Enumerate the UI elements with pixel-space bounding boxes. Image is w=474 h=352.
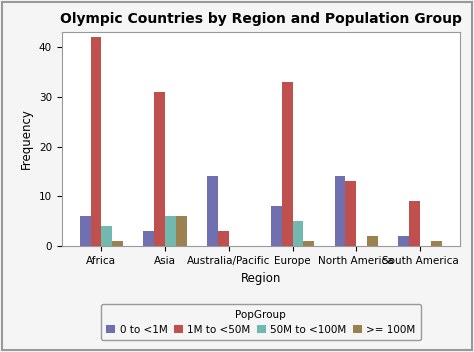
- Title: Olympic Countries by Region and Population Group: Olympic Countries by Region and Populati…: [60, 12, 462, 26]
- Bar: [176, 216, 187, 246]
- X-axis label: Region: Region: [240, 272, 281, 285]
- Bar: [303, 241, 314, 246]
- Bar: [346, 182, 356, 246]
- Bar: [292, 221, 303, 246]
- Bar: [165, 216, 176, 246]
- Bar: [207, 176, 218, 246]
- Bar: [271, 207, 282, 246]
- Legend: 0 to <1M, 1M to <50M, 50M to <100M, >= 100M: 0 to <1M, 1M to <50M, 50M to <100M, >= 1…: [101, 304, 420, 340]
- Bar: [335, 176, 346, 246]
- Bar: [154, 92, 165, 246]
- Bar: [218, 231, 229, 246]
- Bar: [144, 231, 154, 246]
- Bar: [101, 226, 112, 246]
- Y-axis label: Frequency: Frequency: [20, 109, 33, 169]
- Bar: [91, 37, 101, 246]
- Bar: [80, 216, 91, 246]
- Bar: [282, 82, 292, 246]
- Bar: [112, 241, 123, 246]
- Bar: [367, 237, 378, 246]
- Bar: [398, 237, 409, 246]
- Bar: [431, 241, 442, 246]
- Bar: [409, 201, 420, 246]
